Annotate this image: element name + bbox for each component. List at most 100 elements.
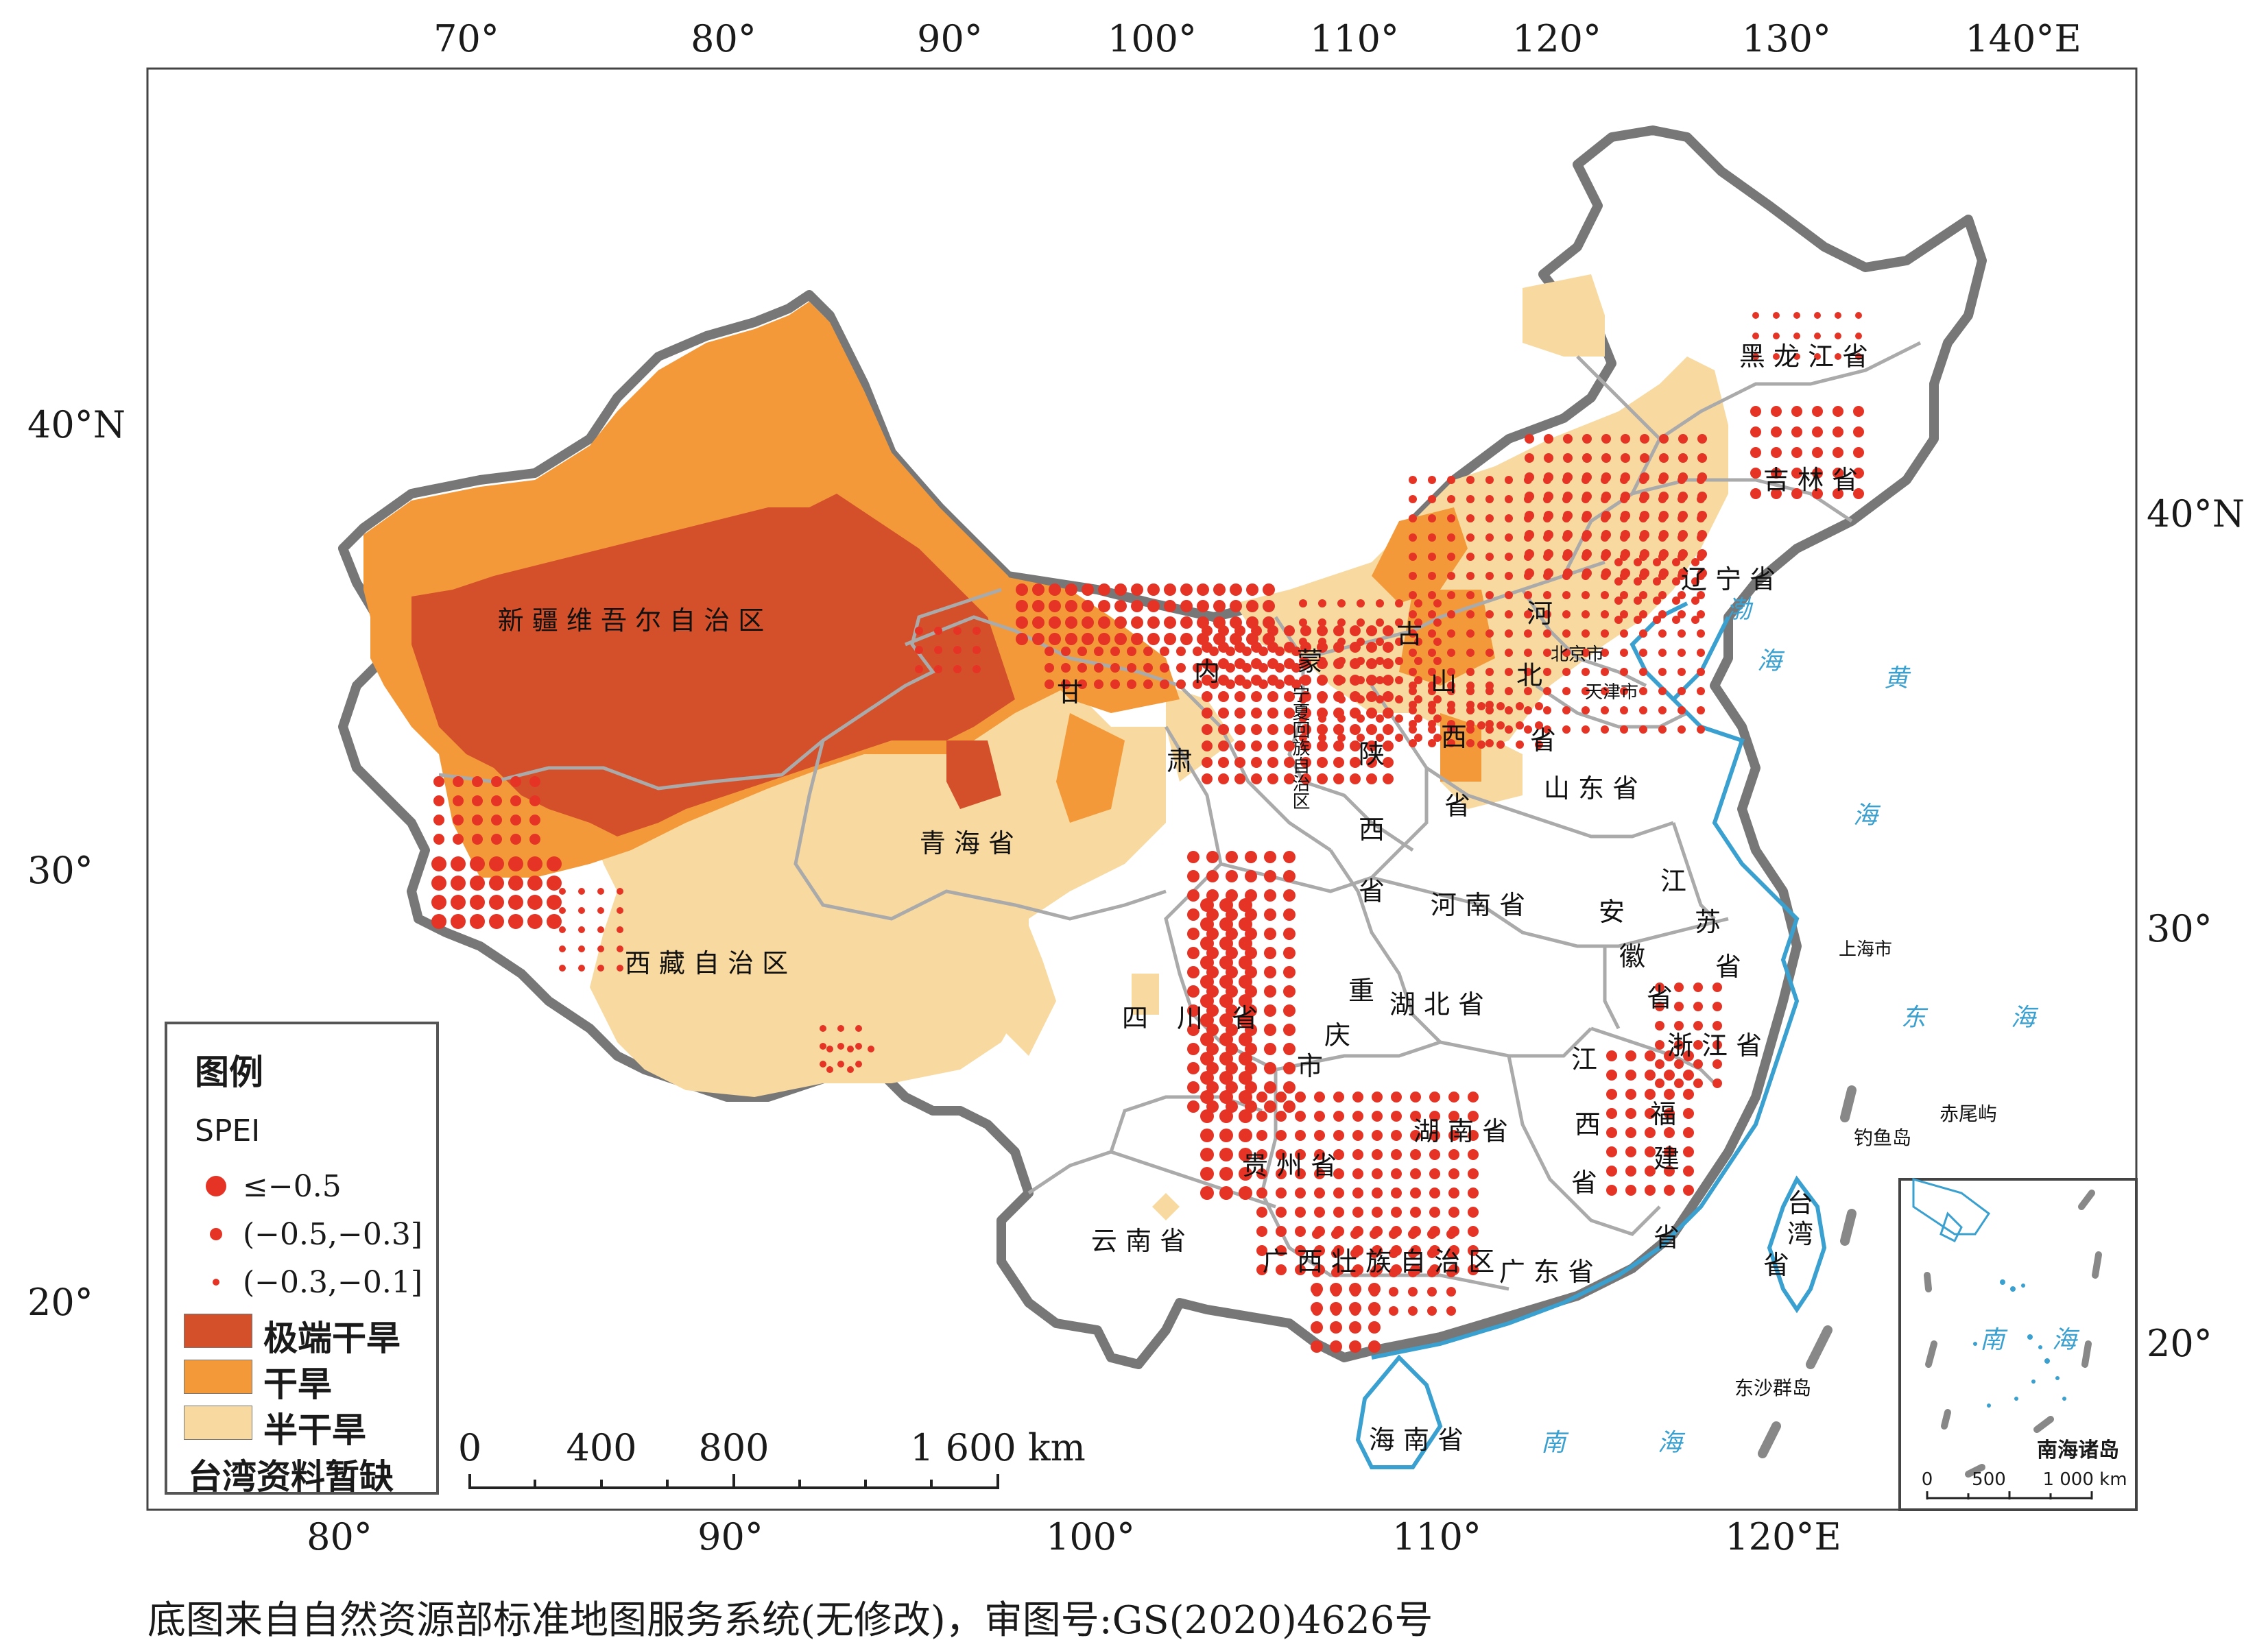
spei-dot <box>1147 600 1160 612</box>
spei-dot <box>1049 633 1061 645</box>
spei-dot <box>1299 734 1307 742</box>
spei-dot <box>1391 1130 1402 1141</box>
spei-dot <box>1664 1166 1675 1177</box>
sea-label: 海 <box>2010 1004 2036 1032</box>
spei-dot <box>1337 599 1346 607</box>
spei-dot <box>1366 675 1377 686</box>
spei-dot <box>1368 1283 1381 1295</box>
spei-dot <box>1200 1186 1214 1200</box>
spei-dot <box>1496 721 1505 730</box>
spei-dot <box>1544 511 1553 520</box>
spei-dot <box>1202 757 1213 768</box>
spei-dot <box>1655 1021 1664 1031</box>
spei-dot <box>1284 757 1295 768</box>
spei-dot <box>1525 453 1534 463</box>
spei-dot <box>1410 1092 1421 1102</box>
spei-dot <box>1833 406 1843 417</box>
top-tick: 70° <box>433 17 499 60</box>
spei-dot <box>1245 889 1257 902</box>
spei-dot <box>1485 610 1494 618</box>
spei-dot <box>1485 591 1494 599</box>
province-label: 省 <box>1444 791 1471 821</box>
spei-dot <box>1251 642 1262 653</box>
spei-dot <box>1131 583 1143 596</box>
spei-dot <box>1601 629 1609 638</box>
spei-dot <box>1581 629 1590 638</box>
spei-dot <box>1218 675 1229 686</box>
spei-dot <box>1606 1108 1617 1119</box>
spei-dot <box>597 888 604 895</box>
spei-dot <box>1245 1024 1257 1036</box>
spei-dot <box>597 945 604 952</box>
spei-dot <box>1446 1249 1456 1258</box>
spei-dot <box>1693 1040 1703 1050</box>
legend-area-label: 极端干旱 <box>263 1318 401 1358</box>
spei-dot <box>1312 1249 1322 1258</box>
province-label: 重 <box>1348 976 1375 1006</box>
spei-dot <box>1147 633 1160 645</box>
spei-dot <box>1447 682 1455 690</box>
spei-dot <box>1256 1092 1267 1102</box>
spei-dot <box>1082 616 1094 629</box>
spei-dot <box>1283 966 1296 978</box>
spei-dot <box>1032 583 1045 596</box>
spei-dot <box>934 665 942 673</box>
spei-dot <box>1219 956 1233 969</box>
bottom-tick: 120°E <box>1725 1515 1841 1558</box>
spei-dot <box>1410 1111 1421 1122</box>
spei-dot <box>1226 851 1238 863</box>
spei-dot <box>1284 773 1295 784</box>
spei-dot <box>1639 706 1647 714</box>
province-label: 古 <box>1396 619 1423 649</box>
legend-dot-row: (−0.3,−0.1] <box>167 1261 435 1300</box>
spei-dot <box>491 795 502 806</box>
sea-label: 海 <box>1657 1429 1683 1457</box>
spei-dot <box>1395 638 1403 646</box>
map-legend: 图例 SPEI ≤−0.5 (−0.5,−0.3] (−0.3,−0.1] 极端… <box>165 1022 439 1497</box>
spei-dot <box>1672 558 1680 566</box>
spei-dot <box>1414 676 1422 684</box>
spei-dot <box>1366 708 1377 719</box>
spei-dot <box>1625 1089 1636 1100</box>
spei-dot <box>1833 468 1843 479</box>
spei-dot <box>1366 625 1377 636</box>
spei-dot <box>1283 1062 1296 1074</box>
spei-dot <box>1350 740 1361 751</box>
spei-dot <box>1620 668 1628 676</box>
nine-dash-line <box>1758 1085 1857 1458</box>
spei-dot <box>1180 616 1193 629</box>
inset-map <box>1912 1178 2102 1478</box>
spei-dot <box>1283 1043 1296 1055</box>
spei-dot <box>510 795 521 806</box>
spei-dot <box>1206 1024 1219 1036</box>
spei-dot <box>1697 549 1707 559</box>
spei-dot <box>1187 1004 1199 1017</box>
spei-dot <box>1299 657 1307 665</box>
spei-dot <box>953 646 962 654</box>
spei-dot <box>1771 447 1782 458</box>
spei-dot <box>847 1046 854 1052</box>
spei-dot <box>1485 649 1494 657</box>
spei-dot <box>1264 1062 1276 1074</box>
spei-dot <box>1234 708 1245 719</box>
spei-dot <box>1200 1148 1214 1161</box>
spei-dot <box>1318 657 1326 665</box>
spei-dot <box>1409 682 1417 690</box>
legend-dot-row: (−0.5,−0.3] <box>167 1213 435 1252</box>
spei-dot <box>1447 629 1455 638</box>
legend-dot-label: (−0.3,−0.1] <box>243 1265 423 1300</box>
island-label: 钓鱼岛 <box>1853 1126 1912 1149</box>
spei-dot <box>1245 966 1257 978</box>
spei-dot <box>1187 1081 1199 1094</box>
spei-dot <box>1372 1130 1383 1141</box>
spei-dot <box>1697 649 1705 657</box>
spei-dot <box>1312 1229 1322 1239</box>
spei-dot <box>529 776 540 787</box>
spei-dot <box>1284 642 1295 653</box>
top-tick: 120° <box>1512 17 1602 60</box>
spei-dot <box>826 1046 833 1052</box>
spei-dot <box>1352 1111 1363 1122</box>
province-label: 新 疆 维 吾 尔 自 治 区 <box>497 605 765 636</box>
spei-dot <box>1226 1004 1238 1017</box>
spei-dot <box>1357 618 1365 627</box>
